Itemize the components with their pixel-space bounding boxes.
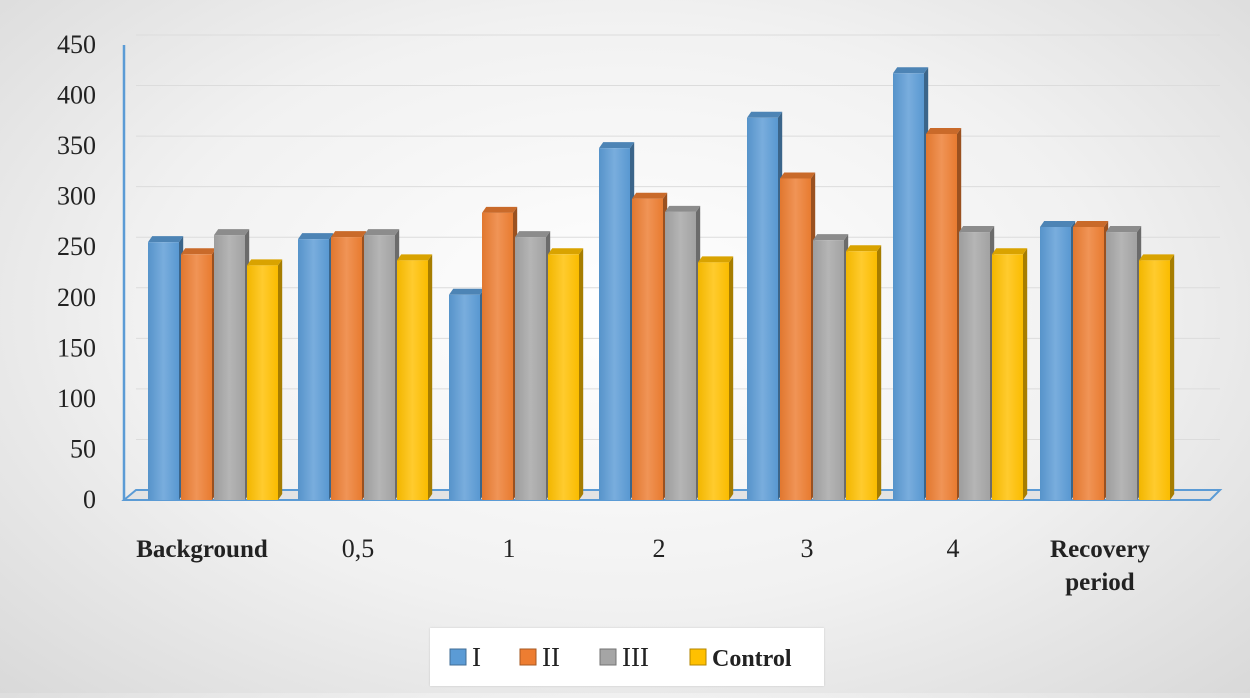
y-tick-label: 0 — [83, 485, 96, 514]
x-tick-label: Recovery — [1050, 536, 1150, 563]
bar-ii-2 — [482, 206, 518, 500]
bar-ii-5 — [926, 127, 962, 500]
bar-iii-1 — [364, 229, 400, 501]
y-tick-label: 200 — [57, 283, 96, 312]
bar-i-1 — [298, 233, 334, 500]
bar-iii-4 — [813, 234, 849, 500]
y-tick-label: 300 — [57, 182, 96, 211]
legend — [430, 628, 824, 686]
y-tick-label: 100 — [57, 384, 96, 413]
y-tick-label: 50 — [70, 434, 96, 463]
x-tick-label: 4 — [947, 534, 960, 563]
bar-i-4 — [747, 111, 783, 501]
bar-control-0 — [247, 259, 283, 500]
y-tick-label: 450 — [57, 30, 96, 59]
bar-iii-5 — [959, 226, 995, 501]
y-tick-label: 400 — [57, 81, 96, 110]
y-tick-label: 250 — [57, 232, 96, 261]
x-tick-label: Background — [136, 536, 268, 563]
bar-control-5 — [992, 248, 1028, 500]
bar-iii-6 — [1106, 226, 1142, 501]
bar-ii-6 — [1073, 221, 1109, 500]
x-tick-label: 1 — [503, 534, 516, 563]
bar-control-4 — [846, 245, 882, 500]
bar-iii-0 — [214, 229, 250, 501]
x-tick-label: 0,5 — [342, 534, 375, 563]
bar-ii-0 — [181, 248, 217, 500]
y-tick-label: 150 — [57, 333, 96, 362]
bar-iii-3 — [665, 205, 701, 501]
bar-i-2 — [449, 288, 485, 500]
bar-control-1 — [397, 254, 433, 500]
bar-control-2 — [548, 248, 584, 500]
x-tick-label: period — [1065, 569, 1135, 596]
bar-i-5 — [893, 67, 929, 501]
x-tick-label: 2 — [653, 534, 666, 563]
bar-ii-1 — [331, 231, 367, 500]
bar-control-3 — [698, 256, 734, 500]
bar-i-6 — [1040, 221, 1076, 500]
bar-i-3 — [599, 142, 635, 500]
bar-ii-3 — [632, 192, 668, 500]
bar-iii-2 — [515, 231, 551, 500]
y-tick-label: 350 — [57, 131, 96, 160]
bar-ii-4 — [780, 172, 816, 500]
bar-i-0 — [148, 236, 184, 500]
bar-control-6 — [1139, 254, 1175, 500]
x-tick-label: 3 — [801, 534, 814, 563]
